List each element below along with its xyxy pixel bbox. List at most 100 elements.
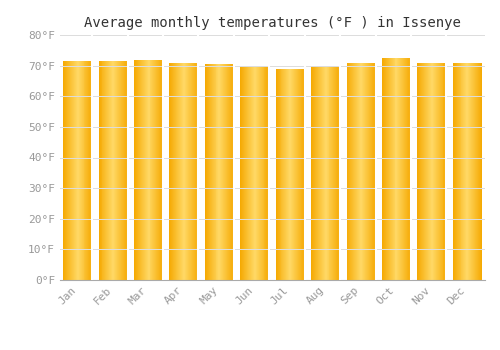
Bar [248,67,249,280]
Bar [468,63,469,280]
Bar [100,61,102,280]
Bar [346,63,348,280]
Title: Average monthly temperatures (°F ) in Issenye: Average monthly temperatures (°F ) in Is… [84,16,461,30]
Bar [314,66,315,280]
Bar [69,61,70,280]
Bar [298,69,299,280]
Bar [358,63,359,280]
Bar [124,61,126,280]
Bar [98,61,100,280]
Bar [181,63,182,280]
Bar [387,58,388,280]
Bar [192,63,194,280]
Bar [225,64,226,280]
Bar [78,61,80,280]
Bar [394,58,396,280]
Bar [207,64,208,280]
Bar [106,61,108,280]
Bar [300,69,301,280]
Bar [116,61,117,280]
Bar [438,63,440,280]
Bar [208,64,210,280]
Bar [367,63,368,280]
Bar [368,63,369,280]
Bar [295,69,296,280]
Bar [303,69,304,280]
Bar [205,64,206,280]
Bar [118,61,119,280]
Bar [250,67,251,280]
Bar [220,64,222,280]
Bar [316,66,317,280]
Bar [253,67,254,280]
Bar [359,63,360,280]
Bar [420,63,421,280]
Bar [160,60,161,280]
Bar [382,58,383,280]
Bar [432,63,433,280]
Bar [189,63,190,280]
Bar [328,66,330,280]
Bar [122,61,123,280]
Bar [139,60,140,280]
Bar [146,60,148,280]
Bar [408,58,409,280]
Bar [244,67,245,280]
Bar [336,66,337,280]
Bar [223,64,224,280]
Bar [402,58,403,280]
Bar [320,66,321,280]
Bar [431,63,432,280]
Bar [311,66,312,280]
Bar [141,60,142,280]
Bar [76,61,78,280]
Bar [72,61,73,280]
Bar [363,63,364,280]
Bar [190,63,192,280]
Bar [222,64,223,280]
Bar [140,60,141,280]
Bar [479,63,480,280]
Bar [396,58,398,280]
Bar [322,66,324,280]
Bar [302,69,303,280]
Bar [75,61,76,280]
Bar [121,61,122,280]
Bar [392,58,394,280]
Bar [297,69,298,280]
Bar [334,66,336,280]
Bar [421,63,422,280]
Bar [123,61,124,280]
Bar [156,60,158,280]
Bar [324,66,326,280]
Bar [481,63,482,280]
Bar [119,61,120,280]
Bar [246,67,247,280]
Bar [68,61,69,280]
Bar [422,63,423,280]
Bar [400,58,402,280]
Bar [365,63,366,280]
Bar [462,63,464,280]
Bar [319,66,320,280]
Bar [254,67,255,280]
Bar [332,66,334,280]
Bar [360,63,361,280]
Bar [456,63,458,280]
Bar [137,60,138,280]
Bar [152,60,154,280]
Bar [162,60,163,280]
Bar [176,63,177,280]
Bar [433,63,434,280]
Bar [318,66,319,280]
Bar [196,63,198,280]
Bar [296,69,297,280]
Bar [355,63,356,280]
Bar [470,63,471,280]
Bar [276,69,278,280]
Bar [251,67,252,280]
Bar [407,58,408,280]
Bar [410,58,411,280]
Bar [418,63,420,280]
Bar [86,61,88,280]
